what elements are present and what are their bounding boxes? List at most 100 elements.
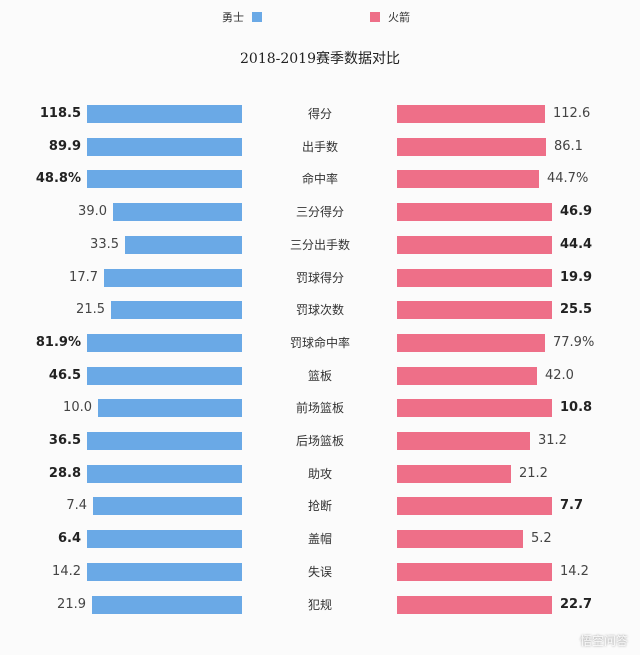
stat-row: 21.5 罚球次数 25.5 <box>0 300 640 320</box>
warriors-bar <box>93 497 242 516</box>
stat-row: 39.0 三分得分 46.9 <box>0 202 640 222</box>
warriors-bar <box>87 432 242 450</box>
category-label: 犯规 <box>307 597 332 612</box>
category-label: 出手数 <box>301 139 338 154</box>
rockets-value-label: 10.8 <box>560 400 593 416</box>
stat-row: 10.0 前场篮板 10.8 <box>0 398 640 418</box>
rockets-value-label: 42.0 <box>545 367 574 383</box>
warriors-bar <box>104 268 242 287</box>
category-label: 三分得分 <box>295 205 344 220</box>
category-label: 后场篮板 <box>295 434 344 448</box>
rockets-value-label: 7.7 <box>560 498 584 514</box>
warriors-bar <box>113 203 242 222</box>
rockets-bar <box>397 137 546 156</box>
rockets-value-label: 44.7% <box>547 171 589 187</box>
rockets-bar <box>397 170 539 189</box>
category-label: 抢断 <box>307 499 332 514</box>
warriors-value-label: 39.0 <box>78 204 107 220</box>
stat-row: 33.5 三分出手数 44.4 <box>0 235 640 255</box>
rockets-value-label: 112.6 <box>553 106 591 121</box>
stat-row: 28.8 助攻 21.2 <box>0 464 640 484</box>
warriors-value-label: 46.5 <box>48 367 81 383</box>
rockets-value-label: 25.5 <box>560 302 593 318</box>
category-label: 助攻 <box>307 466 332 481</box>
category-label: 命中率 <box>301 172 338 187</box>
rockets-bar <box>397 301 552 320</box>
warriors-value-label: 17.7 <box>69 269 98 285</box>
category-label: 罚球次数 <box>295 303 344 318</box>
warriors-value-label: 14.2 <box>52 563 81 579</box>
rockets-bar <box>397 203 552 222</box>
rockets-bar <box>397 399 552 418</box>
rockets-value-label: 77.9% <box>553 334 595 350</box>
warriors-bar <box>87 333 242 352</box>
warriors-bar <box>98 399 242 418</box>
rockets-bar <box>397 268 552 287</box>
rockets-bar <box>397 366 537 385</box>
warriors-value-label: 48.8% <box>35 171 81 187</box>
warriors-bar <box>92 595 242 614</box>
stat-row: 7.4 抢断 7.7 <box>0 496 640 516</box>
stat-row: 46.5 篮板 42.0 <box>0 366 640 386</box>
warriors-value-label: 81.9% <box>35 334 81 350</box>
rockets-bar <box>397 562 552 581</box>
warriors-bar <box>87 366 242 385</box>
stat-row: 6.4 盖帽 5.2 <box>0 529 640 549</box>
rockets-bar <box>397 497 552 516</box>
stat-row: 17.7 罚球得分 19.9 <box>0 268 640 288</box>
rockets-value-label: 19.9 <box>560 269 593 285</box>
warriors-value-label: 10.0 <box>63 400 92 416</box>
rockets-bar <box>397 530 523 549</box>
warriors-value-label: 6.4 <box>57 531 81 547</box>
stat-row: 81.9% 罚球命中率 77.9% <box>0 333 640 353</box>
rockets-value-label: 21.2 <box>519 465 548 481</box>
legend-rockets: 火箭 <box>370 10 410 24</box>
rockets-value-label: 22.7 <box>560 596 593 612</box>
legend-rockets-swatch <box>370 12 380 22</box>
warriors-bar <box>125 235 242 254</box>
category-label: 前场篮板 <box>295 401 344 416</box>
stat-row: 118.5 得分 112.6 <box>0 104 640 124</box>
stat-row: 36.5 后场篮板 31.2 <box>0 431 640 451</box>
legend-warriors: 勇士 <box>222 10 262 24</box>
stat-row: 14.2 失误 14.2 <box>0 562 640 582</box>
warriors-value-label: 28.8 <box>48 465 81 481</box>
warriors-bar <box>87 137 242 156</box>
warriors-bar <box>111 301 242 320</box>
rockets-value-label: 44.4 <box>560 236 593 252</box>
rockets-value-label: 5.2 <box>531 531 552 547</box>
rockets-value-label: 86.1 <box>554 138 583 154</box>
watermark: 悟空问答 <box>579 634 628 648</box>
rockets-bar <box>397 105 545 123</box>
warriors-value-label: 7.4 <box>66 498 87 514</box>
warriors-value-label: 33.5 <box>90 236 119 252</box>
category-label: 罚球命中率 <box>289 335 350 350</box>
warriors-value-label: 21.9 <box>57 596 86 612</box>
rockets-value-label: 14.2 <box>560 563 589 579</box>
rockets-value-label: 46.9 <box>560 204 593 220</box>
legend-rockets-label: 火箭 <box>388 11 410 24</box>
stat-row: 48.8% 命中率 44.7% <box>0 169 640 189</box>
warriors-bar <box>87 562 242 581</box>
rockets-value-label: 31.2 <box>538 433 567 448</box>
stat-row: 21.9 犯规 22.7 <box>0 595 640 615</box>
rockets-bar <box>397 235 552 254</box>
warriors-value-label: 118.5 <box>39 106 81 121</box>
warriors-bar <box>87 464 242 483</box>
category-label: 罚球得分 <box>295 270 344 285</box>
rockets-bar <box>397 432 530 450</box>
stat-row: 89.9 出手数 86.1 <box>0 137 640 157</box>
warriors-value-label: 21.5 <box>76 302 105 318</box>
category-label: 失误 <box>307 564 332 579</box>
warriors-value-label: 89.9 <box>48 138 81 154</box>
rockets-bar <box>397 333 545 352</box>
category-label: 得分 <box>307 107 332 121</box>
rockets-bar <box>397 595 552 614</box>
category-label: 盖帽 <box>307 532 332 547</box>
category-label: 三分出手数 <box>289 237 350 252</box>
chart-title: 2018-2019赛季数据对比 <box>240 51 400 67</box>
rockets-bar <box>397 464 511 483</box>
category-label: 篮板 <box>307 368 332 383</box>
legend-warriors-label: 勇士 <box>222 11 244 24</box>
warriors-bar <box>87 170 242 189</box>
